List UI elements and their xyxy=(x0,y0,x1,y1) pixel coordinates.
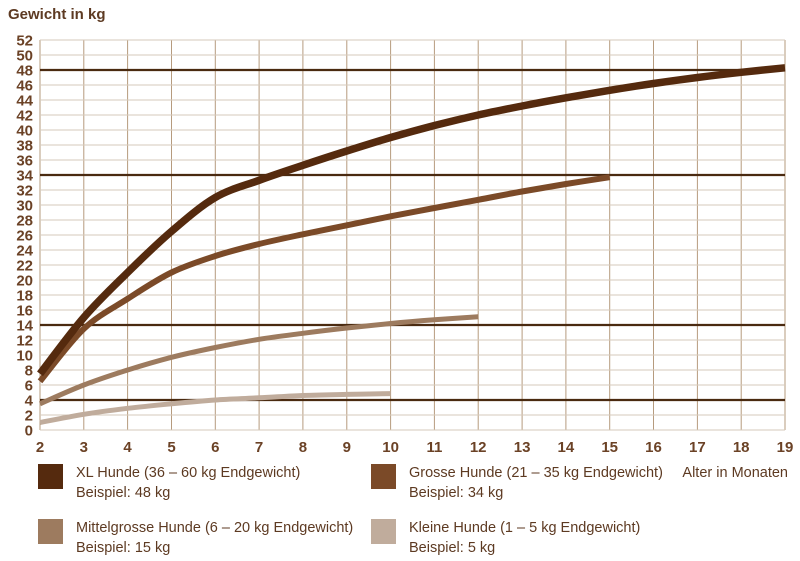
growth-curve xyxy=(39,391,391,425)
y-tick-label: 16 xyxy=(16,302,33,319)
x-tick-label: 2 xyxy=(36,439,44,456)
x-tick-label: 11 xyxy=(426,439,442,456)
y-tick-label: 38 xyxy=(16,137,33,154)
y-tick-label: 18 xyxy=(16,287,33,304)
y-tick-label: 4 xyxy=(25,392,34,409)
x-tick-label: 5 xyxy=(167,439,175,456)
x-tick-label: 15 xyxy=(601,439,618,456)
y-tick-label: 42 xyxy=(16,107,33,124)
x-tick-label: 6 xyxy=(211,439,219,456)
x-tick-label: 13 xyxy=(514,439,531,456)
y-tick-label: 50 xyxy=(16,47,33,64)
kleine-hunde-swatch xyxy=(371,519,396,544)
x-tick-label: 18 xyxy=(733,439,750,456)
growth-curve xyxy=(37,64,786,377)
y-axis-title: Gewicht in kg xyxy=(8,6,106,23)
legend-item-xl-hunde: XL Hunde (36 – 60 kg Endgewicht) Beispie… xyxy=(38,463,300,503)
x-tick-label: 16 xyxy=(645,439,662,456)
y-tick-label: 44 xyxy=(16,92,33,109)
xl-hunde-swatch xyxy=(38,464,63,489)
y-tick-label: 8 xyxy=(25,362,33,379)
y-tick-label: 0 xyxy=(25,422,33,439)
x-tick-label: 19 xyxy=(777,439,794,456)
growth-curve xyxy=(39,314,479,407)
y-tick-label: 30 xyxy=(16,197,33,214)
legend-label-kleine: Kleine Hunde (1 – 5 kg Endgewicht) xyxy=(409,520,641,536)
legend-example-xl: Beispiel: 48 kg xyxy=(76,485,171,501)
legend-label-xl: XL Hunde (36 – 60 kg Endgewicht) xyxy=(76,465,301,481)
x-tick-label: 4 xyxy=(123,439,132,456)
x-axis-title: Alter in Monaten xyxy=(682,465,788,481)
y-tick-label: 34 xyxy=(16,167,33,184)
mittelgrosse-hunde-swatch xyxy=(38,519,63,544)
y-tick-label: 20 xyxy=(16,272,33,289)
x-tick-label: 9 xyxy=(343,439,351,456)
y-tick-label: 46 xyxy=(16,77,33,94)
grosse-hunde-swatch xyxy=(371,464,396,489)
y-tick-label: 24 xyxy=(16,242,33,259)
y-tick-label: 36 xyxy=(16,152,33,169)
x-tick-label: 3 xyxy=(80,439,88,456)
legend-label-grosse: Grosse Hunde (21 – 35 kg Endgewicht) xyxy=(409,465,663,481)
legend-example-mittelgrosse: Beispiel: 15 kg xyxy=(76,540,171,556)
y-tick-label: 6 xyxy=(25,377,33,394)
y-tick-label: 10 xyxy=(16,347,33,364)
x-tick-label: 12 xyxy=(470,439,487,456)
growth-chart: 2 3 4 5 6 7 8 9 10 11 12 13 14 15 16 17 18 19024681012141… xyxy=(16,32,794,456)
y-tick-label: 22 xyxy=(16,257,33,274)
x-tick-label: 14 xyxy=(558,439,575,456)
x-tick-label: 7 xyxy=(255,439,263,456)
legend-item-grosse-hunde: Grosse Hunde (21 – 35 kg Endgewicht) Bei… xyxy=(371,463,663,503)
legend-item-mittelgrosse-hunde: Mittelgrosse Hunde (6 – 20 kg Endgewicht… xyxy=(38,518,353,558)
y-tick-label: 28 xyxy=(16,212,33,229)
x-tick-label: 17 xyxy=(689,439,706,456)
y-tick-label: 52 xyxy=(16,32,33,49)
legend-label-mittelgrosse: Mittelgrosse Hunde (6 – 20 kg Endgewicht… xyxy=(76,520,354,536)
x-tick-label: 10 xyxy=(382,439,399,456)
y-tick-label: 48 xyxy=(16,62,33,79)
y-tick-label: 32 xyxy=(16,182,33,199)
y-tick-label: 14 xyxy=(16,317,33,334)
y-tick-label: 26 xyxy=(16,227,33,244)
y-tick-label: 40 xyxy=(16,122,33,139)
legend-example-grosse: Beispiel: 34 kg xyxy=(409,485,504,501)
legend-example-kleine: Beispiel: 5 kg xyxy=(409,540,496,556)
y-tick-label: 12 xyxy=(16,332,33,349)
x-tick-label: 8 xyxy=(299,439,307,456)
y-tick-label: 2 xyxy=(25,407,33,424)
legend-item-kleine-hunde: Kleine Hunde (1 – 5 kg Endgewicht) Beisp… xyxy=(371,518,640,558)
growth-curve xyxy=(37,174,611,384)
